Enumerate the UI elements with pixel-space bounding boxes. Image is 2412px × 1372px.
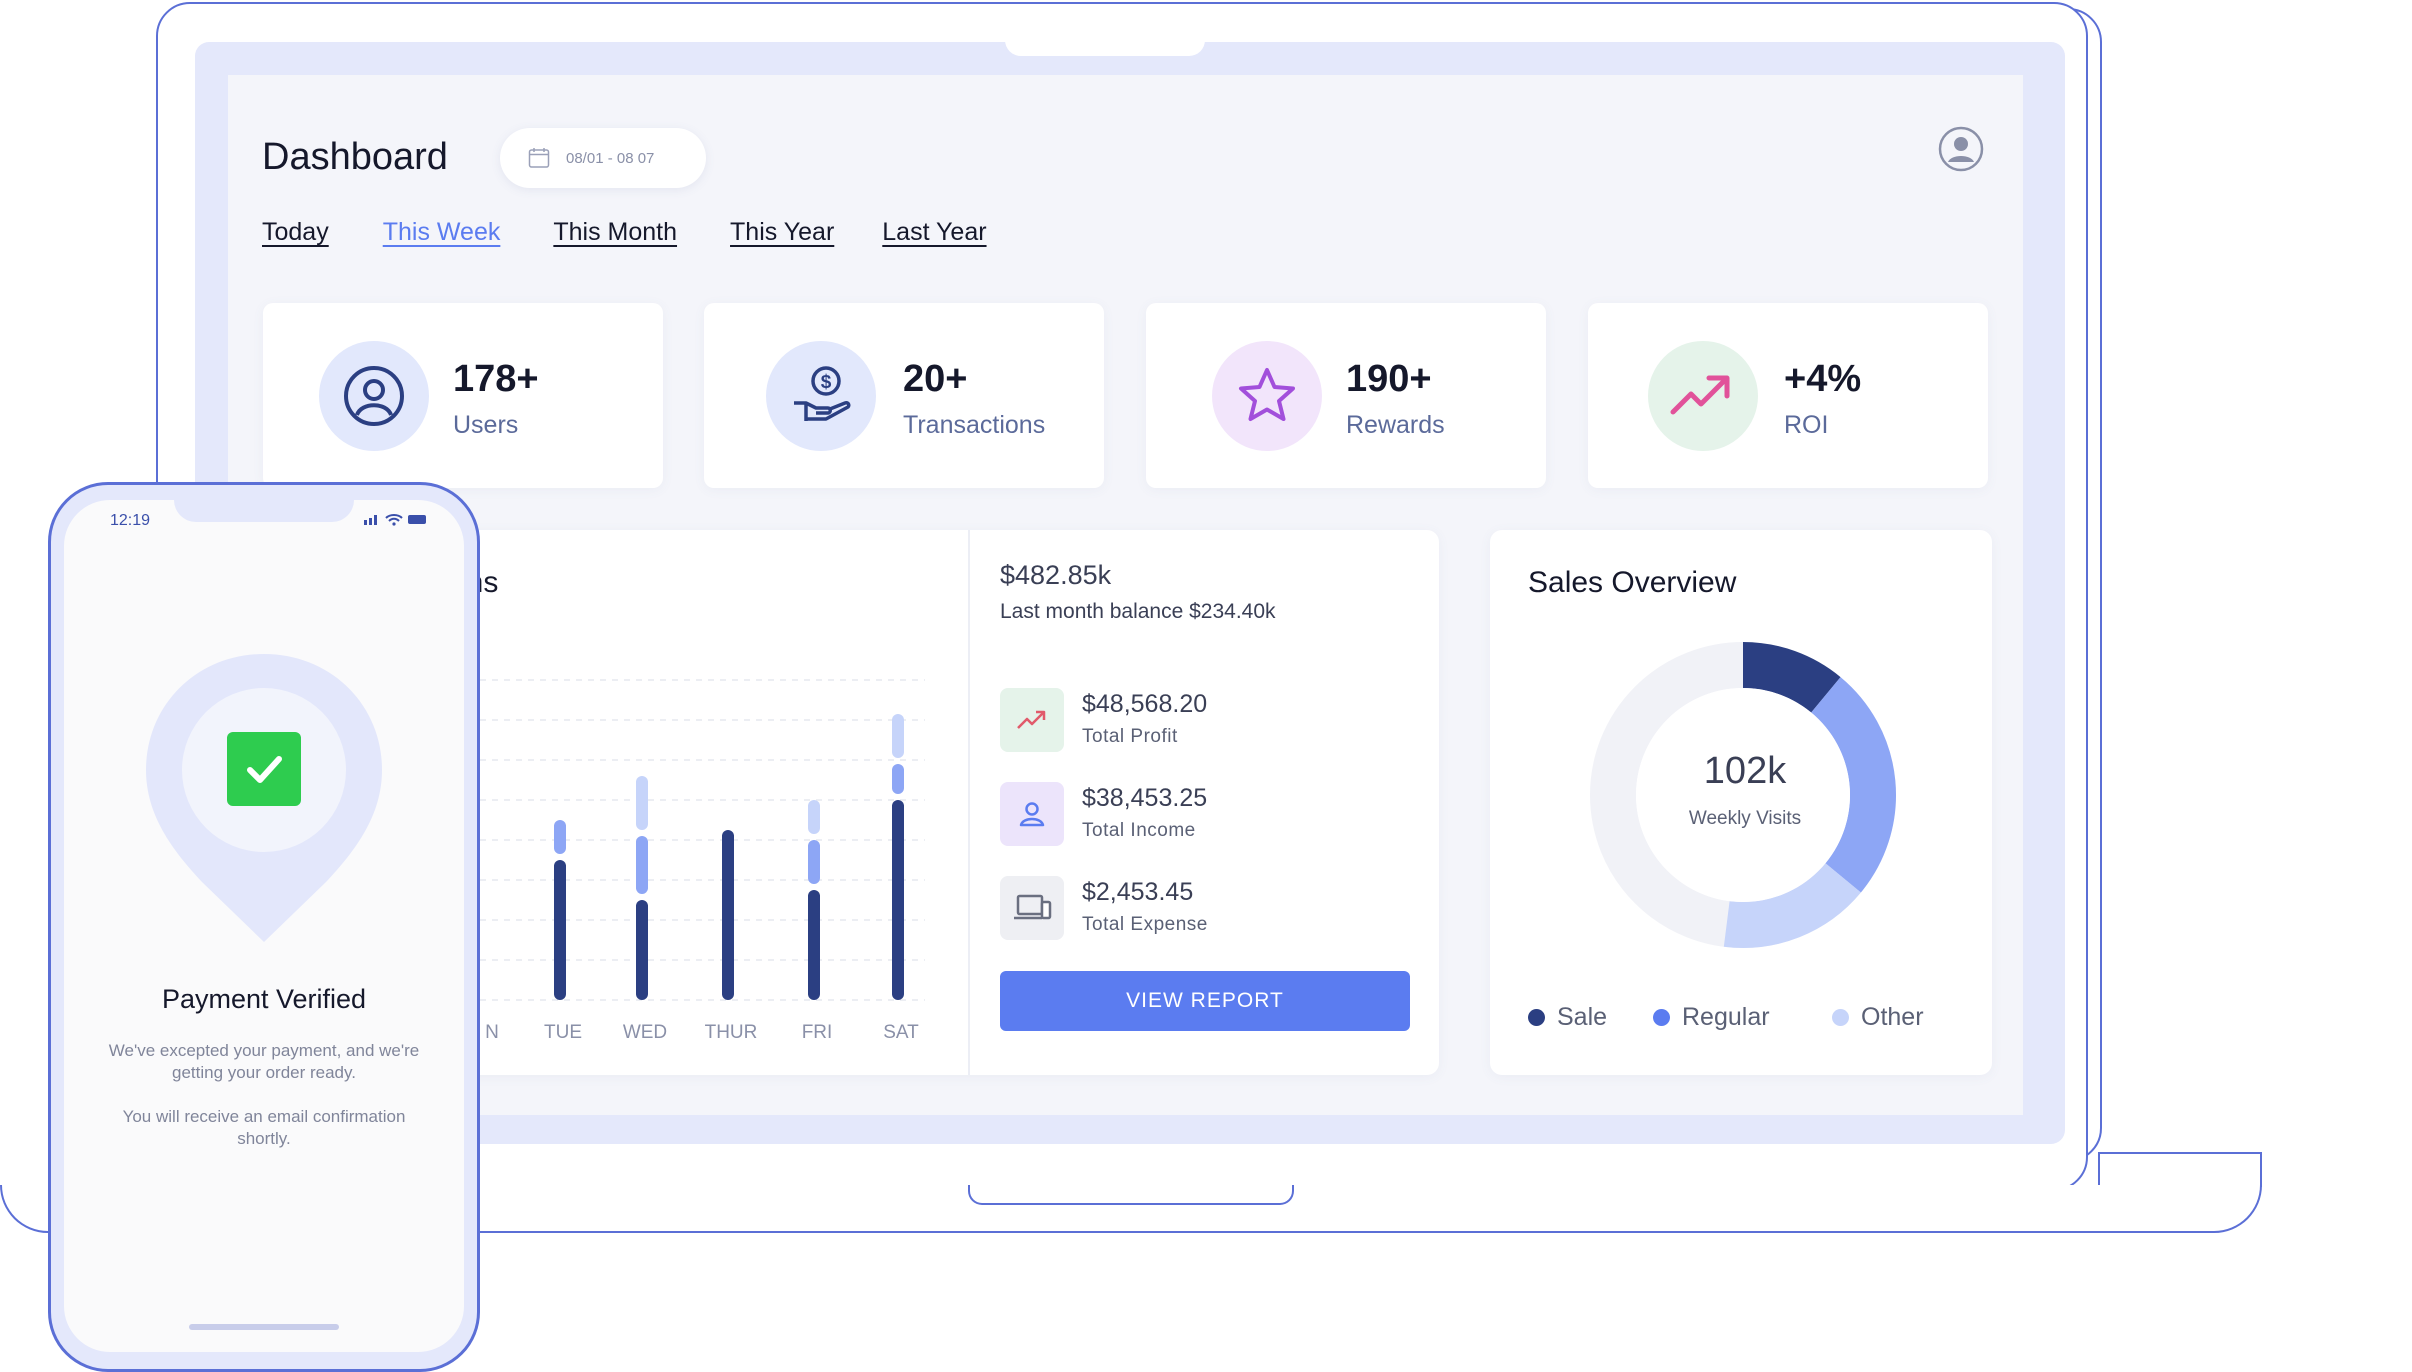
stat-card-roi[interactable]: +4% ROI: [1588, 303, 1988, 488]
expense-label: Total Expense: [1082, 914, 1208, 935]
donut-segment-sale: [1742, 642, 1841, 713]
view-report-button[interactable]: VIEW REPORT: [1000, 971, 1410, 1031]
legend-dot: [1528, 1009, 1545, 1026]
balance-amount: $482.85k: [1000, 560, 1112, 590]
user-icon: [319, 341, 429, 451]
stat-value: 178+: [453, 358, 539, 400]
x-tick-label: N: [485, 1022, 499, 1043]
income-row: $38,453.25 Total Income: [1000, 782, 1390, 852]
tab-today[interactable]: Today: [262, 218, 329, 246]
stat-card-users[interactable]: 178+ Users: [263, 303, 663, 488]
bar-segment: [892, 764, 904, 794]
star-icon: [1212, 341, 1322, 451]
donut-segment-other: [1723, 862, 1861, 948]
svg-text:$: $: [821, 372, 832, 393]
bar-segment: [636, 836, 648, 894]
bar-segment: [808, 890, 820, 1000]
bar-segment: [892, 800, 904, 1000]
tab-this-year[interactable]: This Year: [730, 218, 835, 246]
phone-notch: [174, 500, 354, 522]
user-circle-icon[interactable]: [1938, 126, 1984, 172]
stat-value: 20+: [903, 358, 968, 400]
stat-label: Transactions: [903, 411, 1046, 439]
home-indicator[interactable]: [189, 1324, 339, 1330]
stat-label: Users: [453, 411, 519, 439]
trend-up-icon: [1000, 688, 1064, 752]
laptop-base-groove: [968, 1185, 1294, 1205]
sales-overview-title: Sales Overview: [1528, 566, 1737, 599]
weekly-visits-label: Weekly Visits: [1688, 808, 1802, 829]
stat-card-rewards[interactable]: 190+ Rewards: [1146, 303, 1546, 488]
x-tick-label: SAT: [883, 1022, 919, 1043]
legend-label: Other: [1861, 1003, 1924, 1031]
legend-dot: [1832, 1009, 1849, 1026]
page-title: Dashboard: [262, 136, 448, 178]
period-tabs: Today This Week This Month This Year Las…: [262, 218, 987, 247]
phone-time: 12:19: [110, 512, 151, 529]
bar-segment: [808, 800, 820, 834]
legend-dot: [1653, 1009, 1670, 1026]
laptop-base-step: [2098, 1152, 2262, 1187]
payment-message: We've excepted your payment, and we're g…: [108, 1041, 420, 1082]
trend-up-icon: [1648, 341, 1758, 451]
x-tick-label: WED: [623, 1022, 667, 1043]
hand-coin-icon: $: [766, 341, 876, 451]
income-label: Total Income: [1082, 820, 1196, 841]
date-range-text: 08/01 - 08 07: [566, 149, 655, 167]
legend-other: Other: [1832, 1003, 1924, 1032]
legend-regular: Regular: [1653, 1003, 1770, 1032]
bar-segment: [722, 830, 734, 1000]
person-icon: [1000, 782, 1064, 846]
payment-verified-title: Payment Verified: [161, 984, 367, 1014]
profit-row: $48,568.20 Total Profit: [1000, 688, 1390, 758]
legend-sale: Sale: [1528, 1003, 1607, 1032]
check-icon: [227, 732, 301, 806]
date-range-picker[interactable]: 08/01 - 08 07: [500, 128, 706, 188]
tab-this-month[interactable]: This Month: [553, 218, 678, 246]
bar-segment: [808, 840, 820, 884]
stat-label: Rewards: [1346, 411, 1445, 439]
last-month-balance: Last month balance $234.40k: [1000, 600, 1276, 623]
donut-hole: [1636, 688, 1850, 902]
bar-segment: [892, 714, 904, 758]
x-tick-label: THUR: [705, 1022, 758, 1043]
bar-segment: [636, 776, 648, 830]
laptop-notch: [1005, 40, 1205, 56]
bar-segment: [554, 820, 566, 854]
stat-card-transactions[interactable]: $ 20+ Transactions: [704, 303, 1104, 488]
calendar-icon: [528, 148, 550, 168]
email-message: You will receive an email confirmation s…: [122, 1107, 406, 1148]
bar-segment: [636, 900, 648, 1000]
x-tick-label: FRI: [802, 1022, 833, 1043]
expense-amount: $2,453.45: [1082, 878, 1194, 906]
stat-value: +4%: [1784, 358, 1862, 400]
phone-screen: 12:19 Payment Verified We've excepted yo…: [64, 500, 464, 1352]
profit-amount: $48,568.20: [1082, 690, 1208, 718]
stat-label: ROI: [1784, 411, 1829, 439]
status-icons: [364, 514, 426, 526]
donut-segment-regular: [1810, 677, 1896, 893]
profit-label: Total Profit: [1082, 726, 1178, 747]
tab-last-year[interactable]: Last Year: [882, 218, 987, 246]
stat-value: 190+: [1346, 358, 1432, 400]
income-amount: $38,453.25: [1082, 784, 1208, 812]
legend-label: Regular: [1682, 1003, 1770, 1031]
weekly-visits-value: 102k: [1703, 750, 1787, 792]
panel-divider: [968, 530, 970, 1075]
sales-donut-chart: [1590, 642, 1896, 948]
x-tick-label: TUE: [544, 1022, 582, 1043]
legend-label: Sale: [1557, 1003, 1608, 1031]
bar-segment: [554, 860, 566, 1000]
expense-row: $2,453.45 Total Expense: [1000, 876, 1390, 946]
weekly-bar-chart: N TUE WED THUR FRI SAT: [420, 679, 925, 1043]
tab-this-week[interactable]: This Week: [382, 218, 501, 246]
devices-icon: [1000, 876, 1064, 940]
